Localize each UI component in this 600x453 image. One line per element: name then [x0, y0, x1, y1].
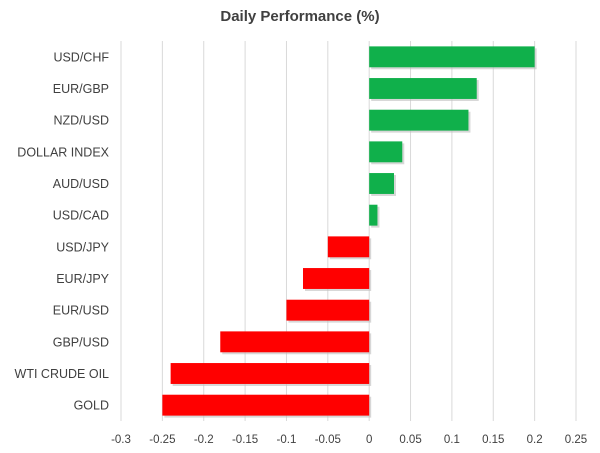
gridlines	[120, 41, 577, 421]
category-label: NZD/USD	[53, 114, 109, 128]
x-tick-label: -0.3	[111, 434, 131, 446]
category-label: WTI CRUDE OIL	[15, 367, 109, 381]
chart-title: Daily Performance (%)	[220, 8, 380, 25]
bar-usd-cad	[369, 204, 378, 226]
x-tick-label: 0.15	[482, 434, 504, 446]
category-label: USD/CHF	[53, 50, 109, 64]
x-tick-label: 0.05	[399, 434, 421, 446]
category-label: AUD/USD	[53, 177, 109, 191]
bar-aud-usd	[369, 173, 394, 194]
bar-dollar-index	[369, 141, 403, 163]
category-label: EUR/GBP	[53, 82, 109, 96]
x-tick-label: -0.2	[194, 434, 214, 446]
x-tick-label: 0.2	[527, 434, 543, 446]
bar-eur-gbp	[369, 78, 477, 99]
x-tick-label: 0.25	[565, 434, 587, 446]
x-tick-label: -0.25	[149, 434, 175, 446]
category-label: EUR/JPY	[56, 272, 109, 286]
category-label: USD/JPY	[56, 240, 109, 254]
bar-usd-jpy	[327, 236, 370, 258]
bar-gbp-usd	[220, 331, 370, 353]
bar-eur-usd	[286, 299, 370, 321]
x-tick-label: -0.1	[277, 434, 297, 446]
bar-wti-crude-oil	[170, 363, 370, 384]
category-label: USD/CAD	[53, 209, 109, 223]
bar-eur-jpy	[303, 268, 370, 289]
bar-gold	[162, 394, 370, 416]
x-tick-label: 0	[366, 434, 372, 446]
category-label: DOLLAR INDEX	[17, 145, 109, 159]
category-label: GBP/USD	[53, 335, 109, 349]
bar-nzd-usd	[369, 109, 469, 131]
x-tick-label: 0.1	[444, 434, 460, 446]
x-tick-label: -0.05	[315, 434, 341, 446]
category-label: GOLD	[74, 399, 109, 413]
bar-usd-chf	[369, 46, 535, 68]
axes: USD/CHF EUR/GBP NZD/USD DOLLAR INDEX AUD/USD…	[15, 50, 588, 446]
category-label: EUR/USD	[53, 304, 109, 318]
x-tick-label: -0.15	[232, 434, 258, 446]
bars	[162, 46, 537, 418]
